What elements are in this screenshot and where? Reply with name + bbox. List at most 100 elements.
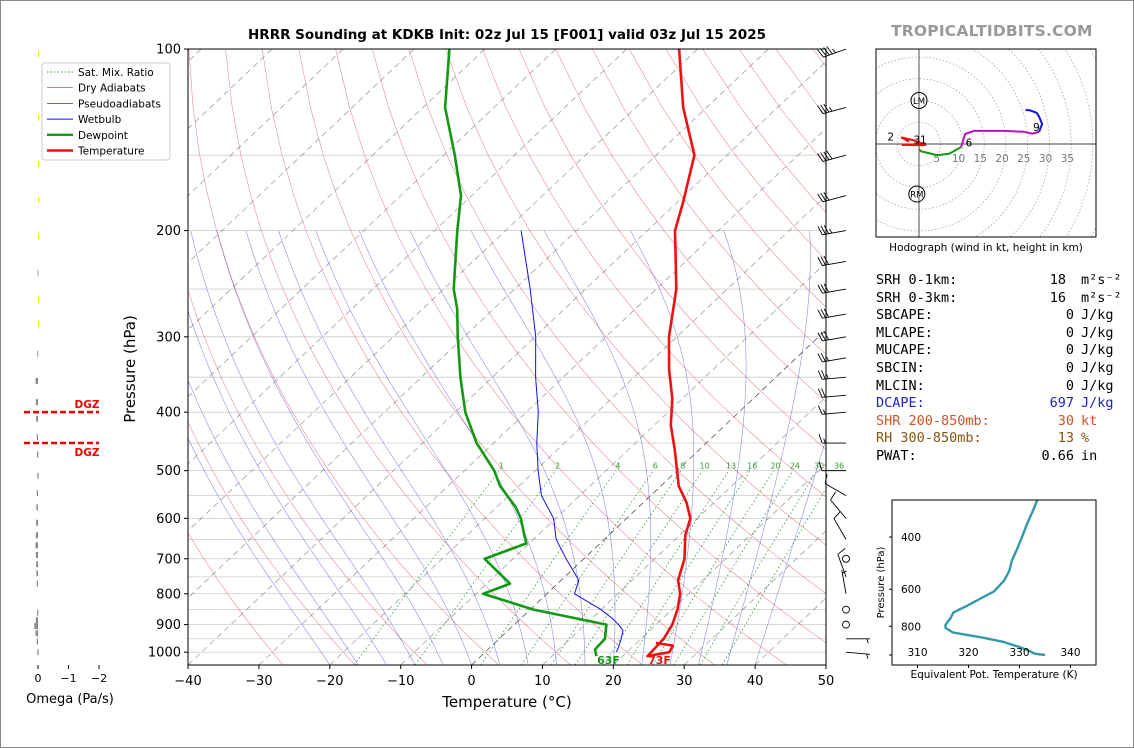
barb-full	[826, 46, 833, 55]
y-tick-label: 400	[156, 406, 181, 421]
dry-adiabat-line	[408, 49, 826, 595]
mixing-ratio-line	[480, 470, 617, 665]
wind-barb	[817, 308, 847, 319]
barb-full	[833, 511, 841, 519]
dry-adiabat-line	[445, 49, 826, 546]
param-value: 0	[1065, 359, 1074, 376]
barb-half	[842, 570, 847, 574]
omega-bar	[36, 580, 38, 587]
y-tick-label: 100	[156, 43, 181, 58]
barb-full	[820, 104, 827, 114]
barb-full	[820, 225, 826, 235]
wind-barb-rotated	[817, 388, 847, 398]
wind-barb	[817, 352, 847, 363]
theta-x-axis-label: Equivalent Pot. Temperature (K)	[910, 669, 1077, 681]
y-tick-label: 1000	[148, 646, 181, 661]
moist-adiabat-line	[190, 230, 416, 665]
barb-full	[820, 284, 826, 293]
param-value: 18	[1049, 272, 1066, 288]
y-tick-label: 900	[156, 618, 181, 633]
mixing-ratio-line	[574, 470, 704, 665]
param-unit: in	[1081, 447, 1098, 464]
dry-adiabat-line	[188, 49, 500, 665]
mixing-ratio-line	[414, 470, 556, 665]
barb-staff	[823, 48, 847, 58]
barb-full	[820, 48, 827, 57]
barb-staff	[822, 288, 847, 294]
barb-full	[817, 226, 823, 235]
theta-x-tick-label: 320	[958, 647, 978, 659]
theta-x-tick-label: 330	[1009, 647, 1029, 659]
omega-bar	[38, 197, 40, 204]
hodo-ring-label: 20	[995, 153, 1008, 165]
barb-staff	[830, 499, 847, 519]
moist-adiabat-line	[409, 230, 586, 665]
barb-full	[824, 474, 828, 484]
barb-staff	[824, 483, 847, 496]
legend-entry-label: Pseudoadiabats	[78, 98, 161, 110]
brand-watermark: TROPICALTIDBITS.COM	[891, 22, 1093, 40]
hodo-height-label: 2	[887, 132, 894, 144]
omega-bar	[34, 623, 38, 630]
omega-bar	[38, 51, 40, 58]
barb-staff	[837, 554, 847, 578]
omega-bar	[35, 377, 38, 384]
barb-staff	[822, 357, 847, 363]
wind-barb-rotated	[841, 570, 847, 594]
mixing-ratio-label: 6	[653, 462, 658, 471]
x-tick-label: −20	[316, 674, 343, 689]
x-tick-label: 50	[818, 674, 835, 689]
barb-full	[823, 331, 830, 341]
param-unit: J/kg	[1081, 359, 1114, 376]
param-label: SHR 200-850mb:	[876, 412, 990, 429]
barb-full	[820, 309, 826, 318]
param-label: SRH 0-1km:	[876, 272, 958, 288]
mixing-ratio-line	[626, 470, 751, 665]
y-tick-label: 700	[156, 552, 181, 567]
wind-barb	[837, 548, 847, 578]
dry-adiabat-line	[188, 289, 428, 665]
dry-adiabat-line	[188, 532, 284, 665]
profile-dewpoint-line	[443, 49, 608, 657]
wind-barb	[842, 605, 850, 614]
theta-x-tick-label: 310	[907, 647, 927, 659]
barb-staff	[822, 154, 847, 162]
hodo-trace-segment	[960, 129, 1040, 148]
moist-adiabat-line	[726, 230, 811, 665]
barb-full	[820, 352, 826, 362]
omega-axis-label: Omega (Pa/s)	[26, 692, 114, 707]
wind-barb-rotated	[830, 491, 847, 519]
theta-y-axis-label: Pressure (hPa)	[876, 547, 887, 619]
y-tick-label: 800	[156, 587, 181, 602]
param-unit: J/kg	[1081, 342, 1114, 359]
barb-full	[817, 332, 823, 342]
barb-full	[823, 47, 830, 56]
barb-half	[832, 48, 836, 54]
theta-e-line	[944, 500, 1046, 657]
dgz-label: DGZ	[75, 399, 100, 411]
x-tick-label: −30	[245, 674, 272, 689]
barb-full	[817, 193, 824, 203]
omega-bar	[35, 399, 38, 406]
omega-x-tick-label: 0	[35, 672, 42, 685]
param-value: 0	[1065, 307, 1074, 324]
wind-barb	[817, 103, 847, 115]
moist-adiabat-line	[188, 437, 331, 665]
mixing-ratio-label: 24	[790, 462, 800, 471]
moist-adiabat-line	[188, 379, 359, 665]
wind-barb-rotated	[817, 405, 847, 415]
barb-staff	[822, 260, 847, 267]
theta-y-tick-label: 800	[901, 621, 921, 633]
x-tick-label: 40	[747, 674, 764, 689]
dry-adiabat-line	[555, 49, 826, 403]
hodo-ring-label: 15	[974, 153, 987, 165]
wind-barb-rotated	[817, 225, 847, 236]
y-tick-label: 200	[156, 224, 181, 239]
barb-full	[823, 308, 830, 318]
theta-x-tick-label: 340	[1060, 647, 1080, 659]
mixing-ratio-label: 20	[770, 462, 780, 471]
param-value: 697	[1049, 395, 1074, 412]
param-unit: m²s⁻²	[1081, 272, 1122, 288]
barb-staff	[822, 313, 847, 319]
